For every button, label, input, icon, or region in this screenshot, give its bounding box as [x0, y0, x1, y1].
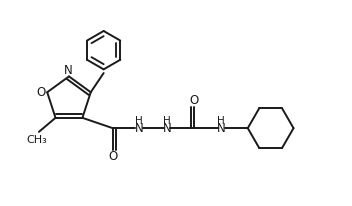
Text: H: H — [163, 116, 171, 126]
Text: O: O — [108, 150, 117, 163]
Text: O: O — [36, 86, 45, 99]
Text: N: N — [64, 64, 73, 77]
Text: O: O — [189, 94, 198, 107]
Text: CH₃: CH₃ — [27, 135, 48, 145]
Text: H: H — [136, 116, 143, 126]
Text: N: N — [135, 122, 144, 135]
Text: H: H — [217, 116, 225, 126]
Text: N: N — [217, 122, 226, 135]
Text: N: N — [163, 122, 171, 135]
